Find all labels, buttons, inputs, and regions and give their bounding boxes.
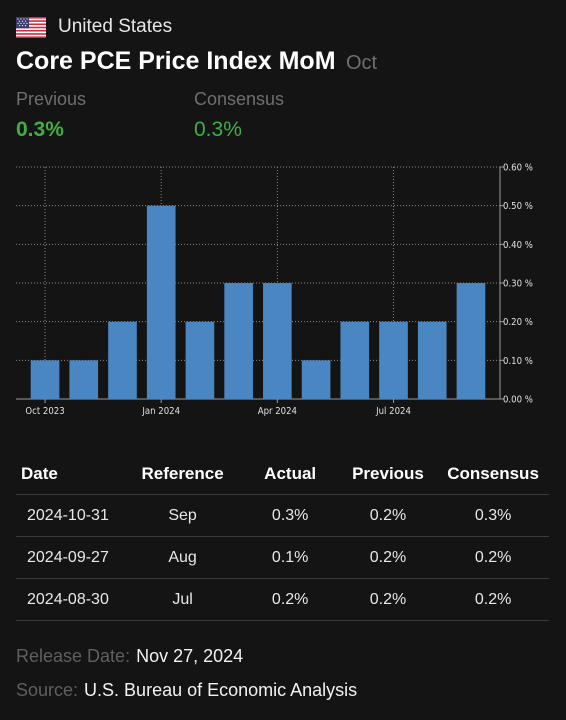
cell-previous: 0.2% <box>338 536 438 579</box>
cell-previous: 0.2% <box>338 578 438 621</box>
cell-consensus: 0.2% <box>437 536 549 579</box>
header-previous: Previous <box>338 454 438 495</box>
y-tick-label: 0.30 % <box>503 279 533 290</box>
table-row: 2024-09-27 Aug 0.1% 0.2% 0.2% <box>16 536 549 579</box>
country-name: United States <box>58 16 173 37</box>
x-tick-label: Oct 2023 <box>25 406 64 417</box>
table-row: 2024-08-30 Jul 0.2% 0.2% 0.2% <box>16 578 549 621</box>
consensus-label: Consensus <box>194 89 285 109</box>
bar-chart: 0.00 % 0.10 % 0.20 % 0.30 % 0.40 % 0.50 % 0.60… <box>16 163 533 417</box>
cell-date: 2024-10-31 <box>16 494 124 537</box>
bar-jul-2024 <box>379 321 408 399</box>
y-tick-label: 0.40 % <box>503 240 533 251</box>
cell-actual: 0.2% <box>241 578 339 621</box>
bar-mar-2024 <box>224 283 253 399</box>
bar-aug-2024 <box>417 321 447 399</box>
cell-actual: 0.3% <box>241 494 339 537</box>
consensus-stat: Consensus 0.3% <box>194 89 284 142</box>
x-tick-label: Jul 2024 <box>375 406 411 417</box>
indicator-period: Oct <box>345 52 378 74</box>
y-tick-label: 0.20 % <box>503 317 533 328</box>
previous-label: Previous <box>16 89 87 109</box>
consensus-value: 0.3% <box>194 118 242 141</box>
header-reference: Reference <box>123 454 242 495</box>
table-header-row: Date Reference Actual Previous Consensus <box>16 454 549 495</box>
bar-dec-2023 <box>108 321 137 399</box>
y-tick-label: 0.10 % <box>503 356 533 367</box>
bar-may-2024 <box>301 360 331 399</box>
data-source: Source: U.S. Bureau of Economic Analysis <box>16 680 357 701</box>
previous-stat: Previous 0.3% <box>16 89 86 142</box>
releases-table: Date Reference Actual Previous Consensus… <box>16 454 549 621</box>
release-date-label: Release Date: <box>16 646 131 666</box>
cell-date: 2024-09-27 <box>16 536 124 579</box>
bar-apr-2024 <box>263 283 292 399</box>
x-tick-label: Apr 2024 <box>258 406 297 417</box>
source-value: U.S. Bureau of Economic Analysis <box>84 680 358 700</box>
bar-jun-2024 <box>340 321 370 399</box>
cell-reference: Sep <box>123 494 242 537</box>
bar-nov-2023 <box>69 360 99 399</box>
cell-consensus: 0.3% <box>437 494 549 537</box>
cell-previous: 0.2% <box>338 494 438 537</box>
cell-date: 2024-08-30 <box>16 578 124 621</box>
indicator-title: Core PCE Price Index MoM <box>16 47 336 75</box>
bar-feb-2024 <box>185 321 215 399</box>
header-consensus: Consensus <box>437 454 549 495</box>
country-header: United States <box>16 14 172 40</box>
us-flag-icon <box>16 16 46 38</box>
previous-value: 0.3% <box>16 118 64 141</box>
table-row: 2024-10-31 Sep 0.3% 0.2% 0.3% <box>16 494 549 537</box>
header-date: Date <box>16 454 124 495</box>
indicator-title-row: Core PCE Price Index MoM Oct <box>16 47 377 76</box>
x-tick-label: Jan 2024 <box>141 406 180 417</box>
source-label: Source: <box>16 680 79 700</box>
y-tick-label: 0.00 % <box>503 395 533 406</box>
bar-oct-2023 <box>30 360 60 399</box>
y-tick-label: 0.60 % <box>503 163 533 174</box>
cell-reference: Aug <box>123 536 242 579</box>
release-date: Release Date: Nov 27, 2024 <box>16 646 243 667</box>
bar-jan-2024 <box>146 205 176 399</box>
header-actual: Actual <box>241 454 339 495</box>
cell-reference: Jul <box>123 578 242 621</box>
cell-actual: 0.1% <box>241 536 339 579</box>
y-tick-label: 0.50 % <box>503 201 533 212</box>
cell-consensus: 0.2% <box>437 578 549 621</box>
release-date-value: Nov 27, 2024 <box>136 646 244 666</box>
bar-sep-2024 <box>456 283 486 399</box>
